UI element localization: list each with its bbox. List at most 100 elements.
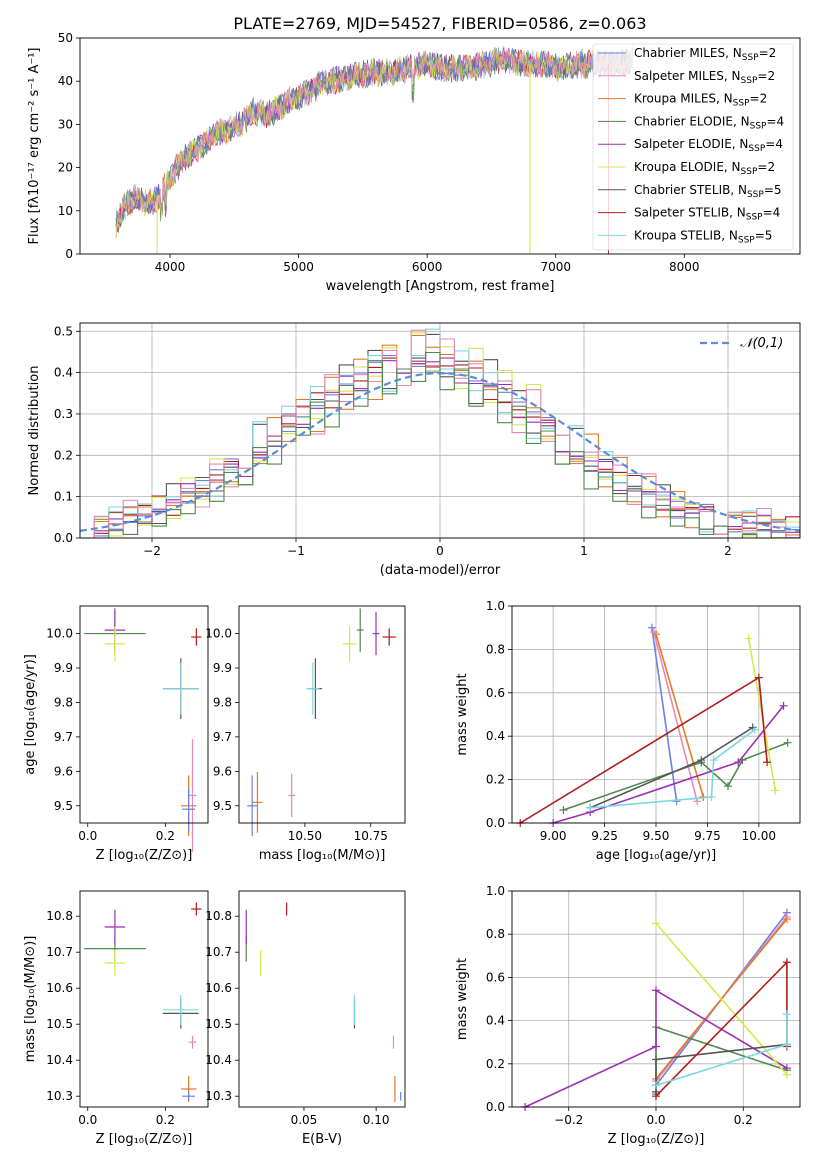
weight-point-marker: [652, 986, 660, 995]
y-tick-label: 10.8: [205, 909, 232, 923]
weight-series-line: [519, 676, 768, 824]
y-tick-label: 10.5: [205, 1017, 232, 1031]
weight-point-marker: [652, 630, 660, 639]
y-tick-label: 10.0: [205, 627, 232, 641]
weight-series-line: [655, 633, 705, 798]
x-tick-label: −2: [143, 544, 161, 558]
x-tick-label: 10.00: [742, 829, 776, 843]
legend-entry: Chabrier MILES, NSSP=2: [634, 46, 776, 63]
y-tick-label: 50: [58, 31, 73, 45]
x-tick-label: 1: [580, 544, 588, 558]
weight-point-marker: [647, 623, 656, 632]
y-tick-label: 0.2: [54, 448, 73, 462]
y-tick-label: 0.2: [486, 1057, 505, 1071]
x-axis-label: Z [log₁₀(Z/Z⊙)]: [608, 1132, 705, 1147]
weight-point-marker: [652, 1092, 660, 1101]
legend-entry: Kroupa ELODIE, NSSP=2: [634, 160, 775, 177]
y-tick-label: 9.8: [213, 695, 232, 709]
y-tick-label: 10.0: [46, 627, 73, 641]
x-tick-label: 9.50: [643, 829, 670, 843]
residual-histogram-panel: −2 −1 0 1 2 0.0 0.1 0.2 0.3 0.4 0.5 𝒩(0,1) (data-mod…: [27, 322, 801, 578]
spectrum-legend: Chabrier MILES, NSSP=2 Salpeter MILES, NS…: [592, 43, 794, 251]
y-tick-label: 9.7: [54, 730, 73, 744]
y-tick-label: 30: [58, 117, 73, 131]
age-vs-metallicity-panel: 0.0 0.2 9.5 9.6 9.7 9.8 9.9 10.0 Z [log₁₀(Z/Z⊙)]…: [23, 605, 209, 863]
legend-entry: Salpeter ELODIE, NSSP=4: [634, 137, 783, 154]
mass-vs-metallicity-panel: 0.0 0.2 10.3 10.4 10.5 10.6 10.7 10.8 Z [log₁₀(Z…: [23, 890, 209, 1147]
weight-point-marker: [782, 915, 791, 924]
axes-frame: [79, 322, 801, 539]
weight-point-marker: [771, 786, 780, 795]
weight-series-line: [655, 960, 788, 1097]
weight-point-marker: [782, 1040, 791, 1049]
weight-point-marker: [734, 758, 743, 767]
y-tick-label: 0.8: [486, 642, 505, 656]
weight-point-marker: [754, 673, 763, 682]
x-tick-label: 4000: [155, 260, 186, 274]
weight-point-marker: [783, 738, 792, 747]
y-tick-label: 0.4: [486, 729, 505, 743]
weight-series-line: [655, 1014, 788, 1087]
y-tick-label: 10.4: [46, 1053, 73, 1067]
weight-point-marker: [559, 805, 568, 814]
x-axis-label: age [log₁₀(age/yr)]: [596, 848, 717, 863]
y-tick-label: 9.7: [213, 730, 232, 744]
legend-entry: 𝒩(0,1): [740, 336, 783, 351]
weight-point-marker: [697, 756, 706, 765]
weight-point-marker: [763, 758, 772, 767]
x-axis-label: E(B-V): [302, 1132, 342, 1147]
x-tick-label: 0.10: [363, 1113, 390, 1127]
mass-vs-extinction-panel: 0.05 0.10 10.3 10.4 10.5 10.6 10.7 10.8 E(B-V): [205, 890, 406, 1147]
weight-point-marker: [744, 634, 753, 643]
y-tick-label: 10.3: [46, 1089, 73, 1103]
spectrum-model-line: [115, 47, 634, 228]
x-tick-label: 5000: [283, 260, 314, 274]
y-tick-label: 0.4: [486, 1014, 505, 1028]
y-tick-label: 10.7: [46, 945, 73, 959]
y-tick-label: 40: [58, 74, 73, 88]
y-tick-label: 0.5: [54, 324, 73, 338]
x-tick-label: 0: [436, 544, 444, 558]
spectrum-model-line: [115, 46, 634, 236]
y-tick-label: 10.4: [205, 1053, 232, 1067]
x-tick-label: 2: [724, 544, 732, 558]
weight-vs-age-panel: 9.00 9.25 9.50 9.75 10.00 0.0 0.2 0.4 0.6 0.8 1.0 a…: [455, 599, 801, 863]
x-tick-label: 9.75: [694, 829, 721, 843]
legend-entry: Salpeter MILES, NSSP=2: [634, 69, 775, 86]
x-tick-label: 7000: [540, 260, 571, 274]
y-tick-label: 9.9: [213, 661, 232, 675]
x-tick-label: 10.75: [354, 829, 388, 843]
y-axis-label: mass weight: [455, 958, 470, 1040]
weight-point-marker: [782, 1070, 791, 1079]
weight-point-marker: [652, 1081, 660, 1090]
legend-entry: Kroupa MILES, NSSP=2: [634, 92, 767, 109]
weight-point-marker: [724, 782, 732, 791]
legend-entry: Salpeter STELIB, NSSP=4: [634, 206, 780, 223]
legend-entry: Chabrier STELIB, NSSP=5: [634, 183, 782, 200]
x-axis-label: wavelength [Angstrom, rest frame]: [326, 279, 555, 294]
legend-entry: Kroupa STELIB, NSSP=5: [634, 228, 772, 245]
y-tick-label: 10.6: [205, 981, 232, 995]
y-axis-label: Flux [fλ10⁻¹⁷ erg cm⁻² s⁻¹ A⁻¹]: [27, 48, 42, 245]
y-tick-label: 0.3: [54, 407, 73, 421]
weight-point-marker: [652, 919, 660, 928]
weight-point-marker: [782, 958, 791, 967]
weight-series-line: [655, 922, 788, 1076]
weight-series-line: [552, 705, 785, 824]
y-axis-label: age [log₁₀(age/yr)]: [23, 654, 38, 775]
weight-point-marker: [652, 1042, 660, 1051]
spectrum-panel: 4000 5000 6000 7000 8000 0 10 20 30 40 50 wavelengt…: [27, 31, 801, 294]
legend-box: [592, 43, 794, 251]
spectrum-model-line: [115, 47, 634, 233]
weight-series-line: [590, 729, 756, 809]
x-tick-label: 10.50: [288, 829, 322, 843]
axes-frame: [238, 605, 406, 824]
x-tick-label: 0.0: [646, 1113, 665, 1127]
weight-point-marker: [672, 797, 681, 806]
y-tick-label: 10.6: [46, 981, 73, 995]
x-tick-label: 9.25: [591, 829, 618, 843]
x-tick-label: −0.2: [554, 1113, 583, 1127]
legend-entry: Chabrier ELODIE, NSSP=4: [634, 114, 784, 131]
y-tick-label: 1.0: [486, 884, 505, 898]
y-tick-label: 20: [58, 161, 73, 175]
